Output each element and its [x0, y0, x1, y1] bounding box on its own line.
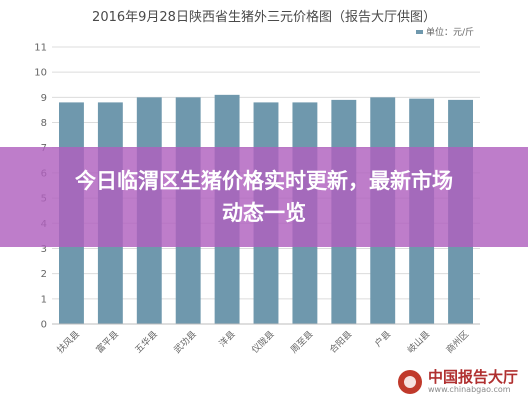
y-tick-label: 9 [41, 93, 47, 104]
headline-text: 今日临渭区生猪价格实时更新，最新市场动态一览 [75, 169, 453, 225]
x-category-label: 商州区 [444, 328, 472, 356]
x-category-label: 仪陇县 [249, 328, 277, 356]
x-category-label: 扶风县 [54, 328, 82, 356]
legend-label: 单位：元/斤 [426, 26, 474, 38]
watermark: 中国报告大厅 www.chinabgao.com [397, 367, 518, 394]
watermark-url: www.chinabgao.com [427, 384, 511, 394]
headline-banner: 今日临渭区生猪价格实时更新，最新市场动态一览 [0, 147, 528, 247]
watermark-logo-icon [397, 369, 422, 394]
x-category-label: 户县 [372, 328, 393, 349]
x-category-label: 周至县 [289, 329, 316, 356]
watermark-name: 中国报告大厅 [427, 367, 518, 386]
x-category-label: 洋县 [216, 328, 237, 349]
y-tick-label: 11 [34, 43, 47, 54]
y-tick-label: 3 [41, 244, 47, 255]
y-tick-label: 0 [41, 320, 47, 331]
x-category-label: 五华县 [132, 328, 160, 356]
legend-swatch [416, 30, 423, 34]
y-tick-label: 2 [41, 269, 47, 280]
x-category-label: 武功县 [171, 328, 199, 356]
x-category-label: 富平县 [93, 328, 121, 356]
y-tick-label: 8 [41, 118, 47, 129]
y-tick-label: 10 [34, 68, 47, 79]
chart-title: 2016年9月28日陕西省生猪外三元价格图（报告大厅供图） [92, 9, 436, 25]
x-category-label: 岐山县 [405, 328, 433, 356]
y-tick-label: 1 [41, 294, 47, 305]
x-category-label: 合阳县 [327, 328, 355, 356]
